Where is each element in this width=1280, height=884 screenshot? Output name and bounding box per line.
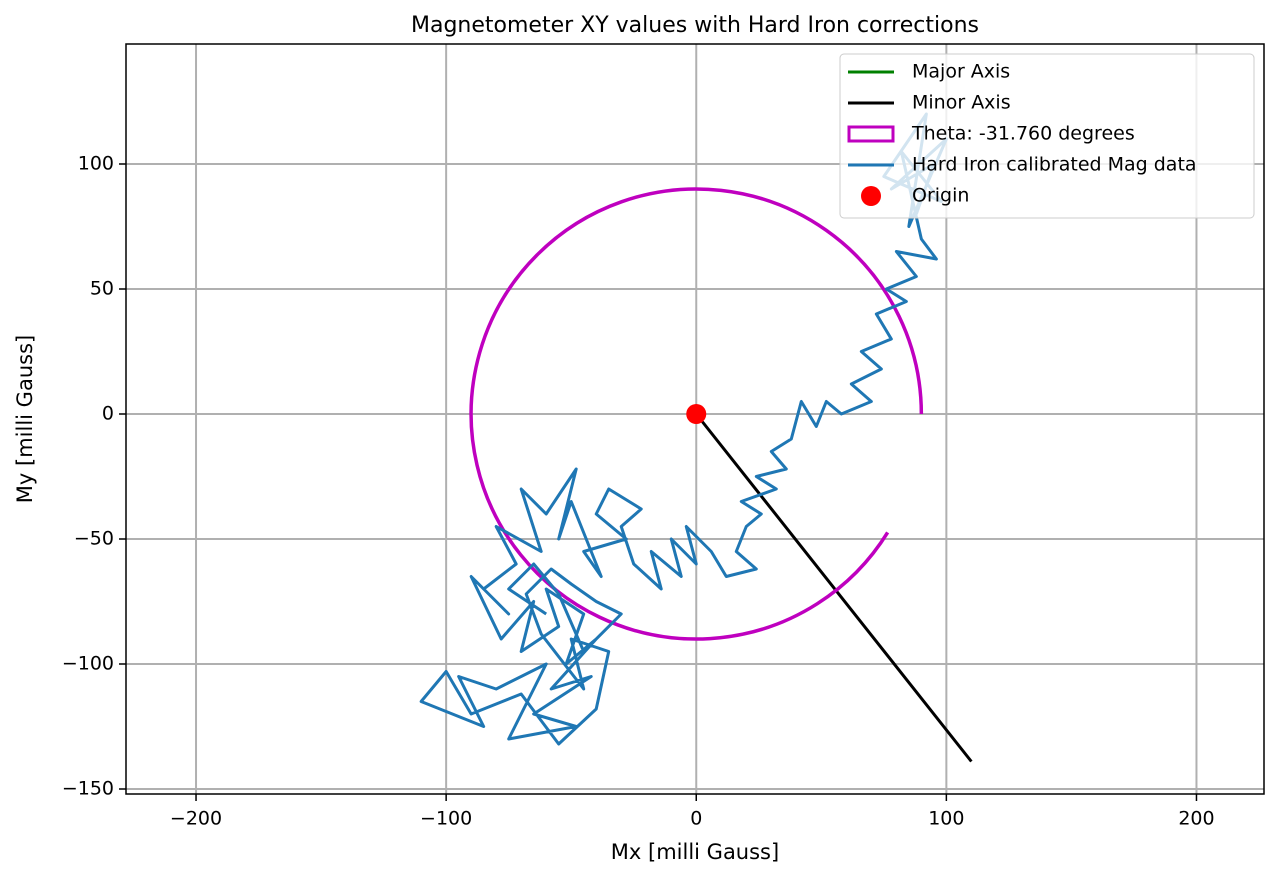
data-line <box>419 112 948 746</box>
y-tick-label: −100 <box>62 653 114 675</box>
legend-label: Hard Iron calibrated Mag data <box>912 154 1197 176</box>
theta-arc <box>469 187 924 641</box>
data-line <box>695 413 973 763</box>
x-tick-label: 100 <box>928 808 964 830</box>
x-tick-label: 0 <box>690 808 702 830</box>
y-tick-label: 100 <box>78 153 114 175</box>
legend-swatch <box>861 186 881 206</box>
x-tick-label: −200 <box>170 808 222 830</box>
legend-label: Major Axis <box>912 61 1010 83</box>
y-axis-label: My [milli Gauss] <box>13 335 37 503</box>
legend-label: Theta: -31.760 degrees <box>911 123 1135 145</box>
legend-label: Origin <box>912 185 969 207</box>
chart-title: Magnetometer XY values with Hard Iron co… <box>411 13 979 38</box>
x-axis-label: Mx [milli Gauss] <box>611 840 779 864</box>
x-tick-label: −100 <box>420 808 472 830</box>
legend-box <box>839 53 1255 219</box>
legend-swatch <box>847 125 895 143</box>
y-tick-label: 0 <box>102 403 114 425</box>
y-tick-label: 50 <box>90 278 114 300</box>
x-tick-label: 200 <box>1178 808 1214 830</box>
origin-marker <box>686 404 707 424</box>
legend-label: Minor Axis <box>912 92 1011 114</box>
plot-frame <box>125 43 1265 795</box>
y-tick-label: −150 <box>62 778 114 800</box>
y-tick-label: −50 <box>74 528 114 550</box>
